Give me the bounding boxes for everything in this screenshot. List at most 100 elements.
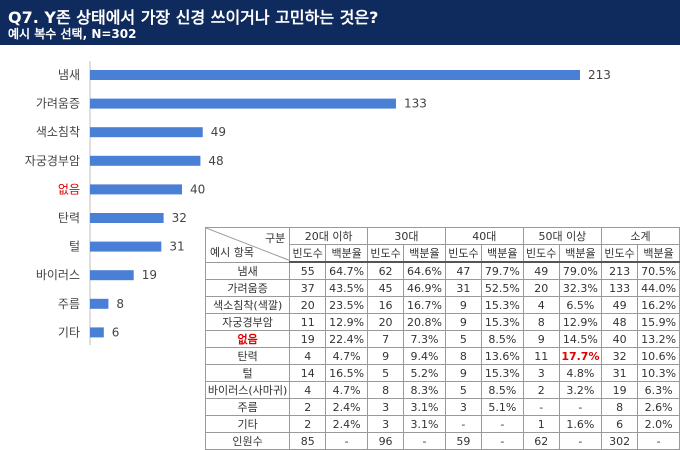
table-cell: 2.4% (325, 415, 369, 433)
table-cell: 12.9% (558, 313, 603, 331)
subheader-percent: 백분율 (480, 244, 524, 263)
subheader-count: 빈도수 (444, 244, 482, 263)
subheader-percent: 백분율 (403, 244, 446, 263)
table-cell: 4 (289, 347, 327, 365)
chart-subtitle: 예시 복수 선택, N=302 (8, 27, 137, 41)
table-cell: 6.3% (637, 381, 680, 399)
category-label: 없음 (58, 182, 80, 196)
table-cell: 2 (289, 415, 327, 433)
bar (90, 184, 183, 195)
table-cell: 9 (444, 364, 482, 382)
subheader-count: 빈도수 (367, 244, 405, 263)
table-cell: 6.5% (558, 296, 603, 314)
table-cell: - (480, 432, 524, 450)
table-cell: 5 (444, 381, 482, 399)
table-row: 냄새 55 64.7% 62 64.6% 47 79.7% 49 79.0% 213 70.5% (204, 261, 680, 280)
bar (90, 155, 201, 166)
subheader-percent: 백분율 (558, 244, 603, 263)
bar (90, 298, 109, 309)
bar-value-label: 31 (169, 240, 184, 254)
table-cell: 17.7% (558, 347, 603, 365)
category-label: 냄새 (58, 68, 80, 82)
bar (90, 70, 580, 80)
table-cell: 2.4% (325, 398, 369, 416)
category-label: 기타 (58, 325, 80, 339)
table-row: 자궁경부암 11 12.9% 20 20.8% 9 15.3% 8 12.9% 48 15.9% (204, 313, 680, 331)
table-cell: 302 (601, 432, 639, 450)
table-cell: 133 (601, 279, 639, 297)
bar (90, 241, 162, 252)
table-cell: 8 (601, 398, 639, 416)
table-cell: 9.4% (403, 347, 446, 365)
row-label: 인원수 (204, 432, 291, 450)
table-cell: 15.9% (637, 313, 680, 331)
table-cell: 7.3% (403, 330, 446, 348)
table-cell: 19 (601, 381, 639, 399)
table-cell: 3 (444, 398, 482, 416)
table-cell: 8.5% (480, 381, 524, 399)
table-cell: 48 (601, 313, 639, 331)
table-cell: 7 (367, 330, 405, 348)
table-row: 주름 2 2.4% 3 3.1% 3 5.1% - -8 2.6% (204, 398, 680, 416)
row-label: 자궁경부암 (204, 313, 291, 331)
table-cell: - (480, 415, 524, 433)
table-cell: 4.7% (325, 347, 369, 365)
table-cell: 96 (367, 432, 405, 450)
table-cell: 15.3% (480, 313, 524, 331)
row-label: 탄력 (204, 347, 291, 365)
table-cell: 9 (444, 296, 482, 314)
table-cell: 15.3% (480, 364, 524, 382)
category-label: 자궁경부암 (25, 154, 80, 168)
bar-value-label: 213 (588, 68, 611, 82)
corner-diagonal (206, 228, 289, 261)
table-cell: 13.2% (637, 330, 680, 348)
table-cell: 15.3% (480, 296, 524, 314)
table-cell: 213 (601, 261, 639, 280)
table-cell: 16.5% (325, 364, 369, 382)
table-cell: 1 (522, 415, 560, 433)
table-cell: 3.1% (403, 398, 446, 416)
table-cell: 4.7% (325, 381, 369, 399)
table-cell: - (325, 432, 369, 450)
table-cell: 9 (444, 313, 482, 331)
table-cell: 5 (367, 364, 405, 382)
table-cell: 20.8% (403, 313, 446, 331)
table-cell: 2.6% (637, 398, 680, 416)
table-cell: 32.3% (558, 279, 603, 297)
row-label: 가려움증 (204, 279, 291, 297)
category-label: 털 (69, 240, 80, 254)
bar (90, 127, 203, 138)
table-cell: 45 (367, 279, 405, 297)
table-cell: 14 (289, 364, 327, 382)
table-row: 없음 19 22.4% 7 7.3% 5 8.5% 9 14.5% 40 13.2% (204, 330, 680, 348)
table-cell: 79.0% (558, 261, 603, 280)
bar-value-label: 49 (211, 125, 226, 139)
table-cell: 5 (444, 330, 482, 348)
group-header: 50대 이상 (522, 227, 603, 245)
table-cell: 4.8% (558, 364, 603, 382)
row-label: 색소침착(색깔) (204, 296, 291, 314)
row-label: 기타 (204, 415, 291, 433)
table-cell: 6 (601, 415, 639, 433)
group-header: 20대 이하 (289, 227, 369, 245)
table-cell: 52.5% (480, 279, 524, 297)
table-cell: - (403, 432, 446, 450)
table-cell: 3.1% (403, 415, 446, 433)
bar (90, 98, 396, 109)
group-header: 40대 (444, 227, 524, 245)
table-cell: 49 (522, 261, 560, 280)
bar-value-label: 40 (190, 182, 205, 196)
table-cell: 3.2% (558, 381, 603, 399)
table-cell: 12.9% (325, 313, 369, 331)
table-cell: 8.5% (480, 330, 524, 348)
bar (90, 213, 164, 223)
subheader-count: 빈도수 (522, 244, 560, 263)
table-cell: 11 (289, 313, 327, 331)
table-cell: 31 (601, 364, 639, 382)
table-cell: 22.4% (325, 330, 369, 348)
bar-value-label: 32 (172, 211, 187, 225)
table-cell: 62 (522, 432, 560, 450)
table-row: 가려움증 37 43.5% 45 46.9% 31 52.5% 20 32.3% 133 44.0% (204, 279, 680, 297)
category-label: 색소침착 (36, 125, 80, 139)
table-row: 털 14 16.5% 5 5.2% 9 15.3% 3 4.8% 31 10.3% (204, 364, 680, 382)
